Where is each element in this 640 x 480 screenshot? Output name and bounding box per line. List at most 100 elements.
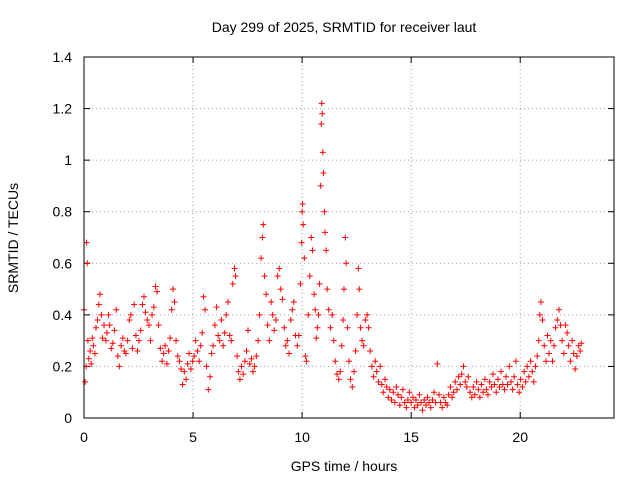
data-point — [519, 384, 526, 391]
data-point — [238, 363, 245, 370]
data-point — [245, 327, 252, 334]
data-point — [342, 234, 349, 241]
data-point — [82, 378, 89, 385]
data-point — [501, 386, 508, 393]
data-point — [261, 273, 268, 280]
data-point — [431, 389, 438, 396]
data-point — [335, 376, 342, 383]
data-point — [208, 350, 215, 357]
data-point — [150, 304, 157, 311]
data-point — [235, 368, 242, 375]
data-point — [294, 342, 301, 349]
data-point — [316, 280, 323, 287]
data-point — [176, 358, 183, 365]
data-point — [320, 170, 327, 177]
data-point — [84, 260, 91, 267]
data-point — [269, 311, 276, 318]
data-point — [243, 347, 250, 354]
data-point — [572, 366, 579, 373]
data-point — [246, 360, 253, 367]
data-point — [221, 329, 228, 336]
data-point — [368, 363, 375, 370]
data-point — [229, 280, 236, 287]
x-axis-label: GPS time / hours — [291, 458, 398, 474]
data-point — [343, 260, 350, 267]
data-point — [259, 234, 266, 241]
data-point — [530, 378, 537, 385]
data-point — [266, 337, 273, 344]
data-point — [460, 363, 467, 370]
data-point — [396, 402, 403, 409]
data-point — [157, 345, 164, 352]
data-point — [436, 391, 443, 398]
data-point — [103, 329, 110, 336]
data-point — [570, 350, 577, 357]
data-point — [295, 332, 302, 339]
data-point — [197, 342, 204, 349]
chart-title: Day 299 of 2025, SRMTID for receiver lau… — [212, 19, 477, 35]
data-point — [449, 394, 456, 401]
data-point — [329, 311, 336, 318]
data-point — [277, 286, 284, 293]
data-point — [377, 363, 384, 370]
data-point — [220, 342, 227, 349]
data-point — [284, 337, 291, 344]
data-point — [401, 399, 408, 406]
data-point — [356, 286, 363, 293]
data-point — [399, 386, 406, 393]
data-point — [417, 399, 424, 406]
data-point — [160, 350, 167, 357]
data-point — [498, 368, 505, 375]
data-point — [85, 355, 92, 362]
x-tick-label: 5 — [189, 429, 197, 445]
data-point — [281, 324, 288, 331]
data-point — [525, 373, 532, 380]
data-point — [282, 342, 289, 349]
data-point — [556, 306, 563, 313]
data-point — [191, 353, 198, 360]
data-point — [575, 342, 582, 349]
data-point — [534, 353, 541, 360]
data-point — [207, 373, 214, 380]
data-point — [357, 324, 364, 331]
data-point — [549, 358, 556, 365]
data-point — [509, 386, 516, 393]
data-point — [496, 384, 503, 391]
data-point — [338, 342, 345, 349]
data-point — [210, 342, 217, 349]
data-point — [527, 358, 534, 365]
data-point — [564, 329, 571, 336]
data-point — [458, 371, 465, 378]
data-point — [184, 360, 191, 367]
data-point — [90, 342, 97, 349]
data-point — [308, 234, 315, 241]
data-point — [279, 296, 286, 303]
data-point — [253, 353, 260, 360]
data-point — [447, 384, 454, 391]
data-point — [462, 378, 469, 385]
data-point — [419, 407, 426, 414]
data-point — [218, 317, 225, 324]
data-point — [362, 317, 369, 324]
data-point — [105, 311, 112, 318]
data-point — [486, 378, 493, 385]
data-point — [94, 317, 101, 324]
data-point — [372, 358, 379, 365]
data-point — [524, 363, 531, 370]
data-point — [351, 368, 358, 375]
data-point — [386, 386, 393, 393]
data-point — [95, 301, 102, 308]
data-point — [547, 337, 554, 344]
x-tick-label: 15 — [403, 429, 419, 445]
data-points — [81, 100, 585, 414]
data-point — [578, 340, 585, 347]
data-point — [352, 347, 359, 354]
data-point — [255, 337, 262, 344]
data-point — [131, 301, 138, 308]
data-point — [557, 322, 564, 329]
data-point — [251, 363, 258, 370]
data-point — [276, 265, 283, 272]
data-point — [228, 337, 235, 344]
